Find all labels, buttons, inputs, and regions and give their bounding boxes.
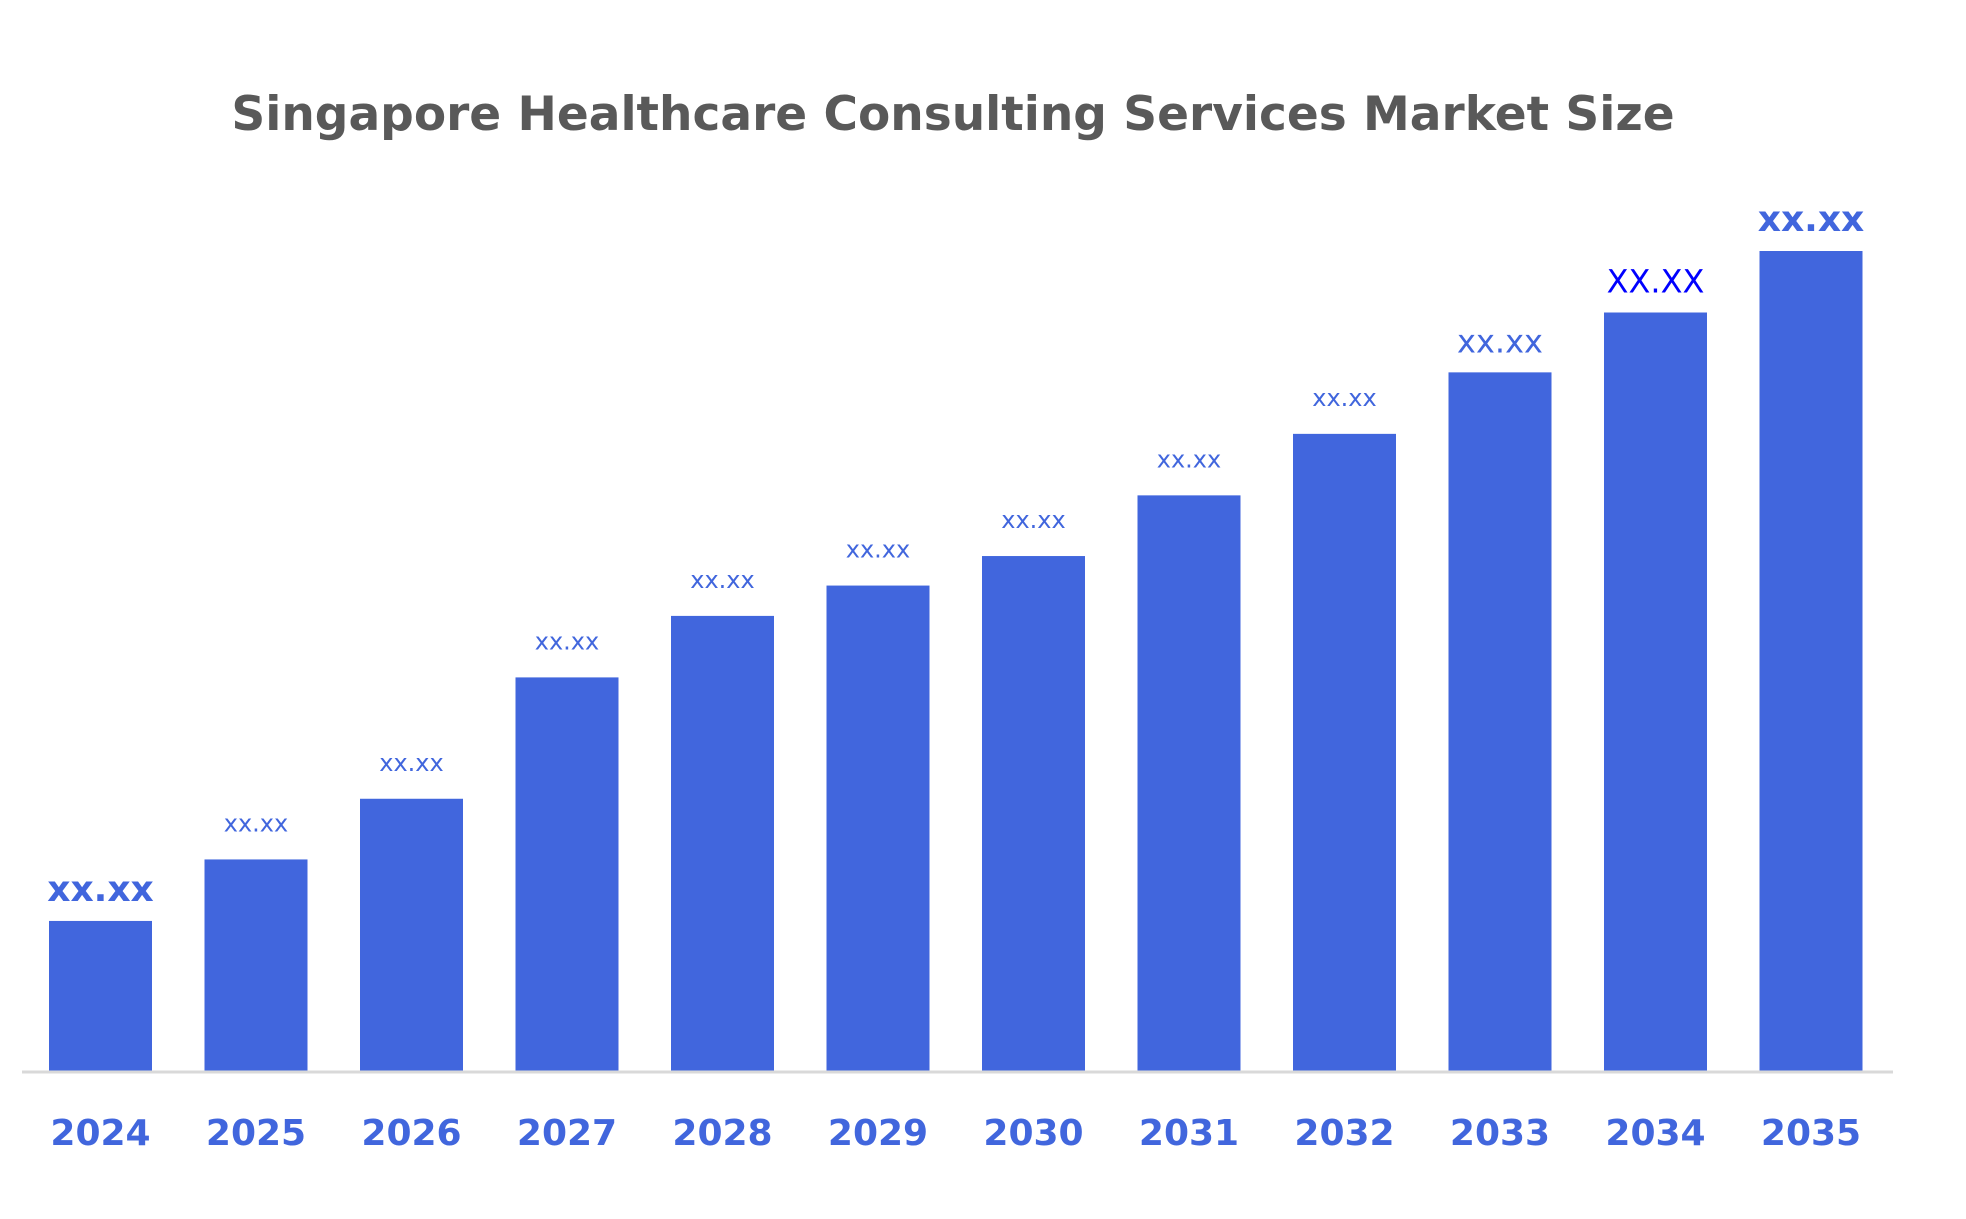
x-tick-label-2031: 2031: [1139, 1113, 1239, 1154]
bar-2035: [1759, 251, 1863, 1071]
x-tick-label-2024: 2024: [50, 1113, 150, 1154]
bar-2033: [1448, 372, 1552, 1071]
x-tick-label-2029: 2029: [828, 1113, 928, 1154]
bar-2029: [826, 585, 930, 1071]
data-label-2029: xx.xx: [846, 536, 910, 564]
data-label-2030: xx.xx: [1001, 506, 1065, 534]
bar-2025: [204, 859, 308, 1071]
data-label-2031: xx.xx: [1157, 445, 1221, 473]
x-tick-label-2028: 2028: [672, 1113, 772, 1154]
data-label-2025: xx.xx: [224, 809, 288, 837]
data-label-2027: xx.xx: [535, 627, 599, 655]
data-labels-group: xx.xx xx.xx xx.xx xx.xx xx.xx xx.xx xx.xx xx.xx…: [47, 199, 1864, 910]
data-label-2032: xx.xx: [1312, 384, 1376, 412]
bars-group: [49, 251, 1863, 1071]
bar-2028: [671, 615, 774, 1071]
data-label-2028: xx.xx: [690, 566, 754, 594]
x-tick-label-2026: 2026: [361, 1113, 461, 1154]
bar-2034: [1604, 312, 1707, 1071]
x-tick-label-2034: 2034: [1605, 1113, 1705, 1154]
bar-2026: [360, 798, 463, 1071]
data-label-2024: xx.xx: [47, 869, 154, 910]
data-label-2033: xx.xx: [1457, 322, 1543, 360]
x-tick-label-2033: 2033: [1450, 1113, 1550, 1154]
x-tick-label-2035: 2035: [1761, 1113, 1861, 1154]
data-label-2026: xx.xx: [379, 749, 443, 777]
x-tick-label-2030: 2030: [983, 1113, 1083, 1154]
x-tick-labels-group: 2024 2025 2026 2027 2028 2029 2030 2031 2032 2033…: [50, 1113, 1861, 1154]
bar-2030: [982, 556, 1085, 1071]
x-tick-label-2027: 2027: [517, 1113, 617, 1154]
x-tick-label-2025: 2025: [206, 1113, 306, 1154]
data-label-2035: xx.xx: [1758, 199, 1865, 240]
bar-2027: [515, 677, 619, 1071]
data-label-2034: XX.XX: [1607, 263, 1705, 301]
chart-title: Singapore Healthcare Consulting Services…: [231, 87, 1674, 142]
bar-2032: [1293, 433, 1396, 1071]
x-tick-label-2032: 2032: [1294, 1113, 1394, 1154]
bar-2024: [49, 920, 152, 1071]
bar-2031: [1137, 495, 1241, 1071]
